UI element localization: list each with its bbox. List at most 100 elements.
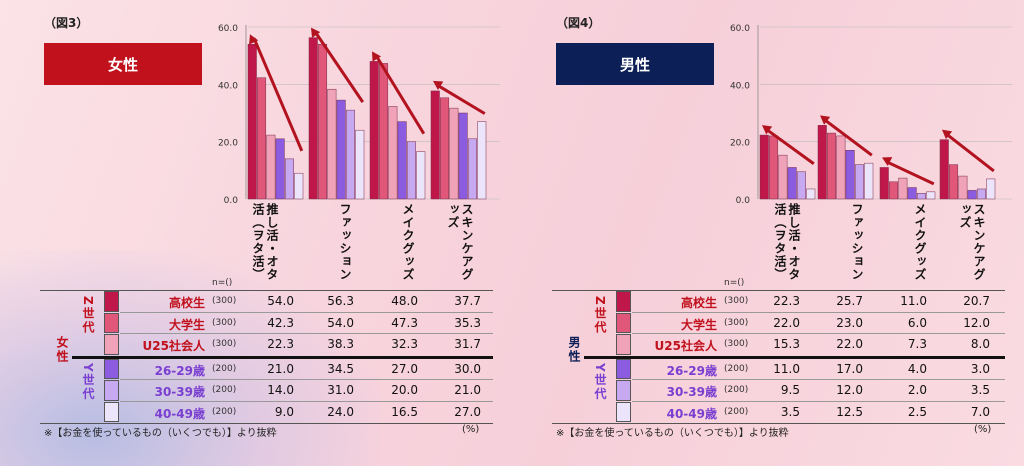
- value-cell: 27.0: [454, 404, 481, 419]
- bar-40-49歳-2: [926, 191, 936, 200]
- generation-z-label: Z世代: [81, 296, 95, 335]
- value-cell: 7.0: [970, 404, 990, 419]
- trend-arrow-line: [436, 83, 486, 115]
- group-swatch: [616, 401, 631, 422]
- category-label: メイクグッズ: [913, 203, 927, 281]
- y-tick-label: 0.0: [224, 196, 239, 206]
- trend-arrow-head: [942, 129, 953, 140]
- trend-arrow-head: [882, 157, 893, 167]
- value-cell: 54.0: [267, 294, 294, 308]
- unit-label: (%): [462, 424, 480, 435]
- value-cell: 7.3: [907, 337, 927, 351]
- bar-40-49歳-3: [986, 178, 996, 200]
- group-n: (300): [724, 317, 749, 328]
- category-label: ファッション: [850, 203, 864, 281]
- generation-z-label: Z世代: [593, 296, 607, 335]
- group-swatch: [104, 401, 119, 422]
- value-cell: 21.0: [454, 383, 481, 397]
- bar-30-39歳-0: [284, 158, 294, 200]
- bar-40-49歳-1: [355, 129, 365, 200]
- bar-30-39歳-1: [345, 109, 355, 200]
- bar-chart: 60.0 40.0 20.0 0.0: [218, 24, 500, 206]
- bar-大学生-3: [949, 164, 959, 200]
- group-label: 30-39歳: [154, 385, 205, 399]
- generation-divider: [72, 355, 493, 359]
- group-label: U25社会人: [142, 339, 205, 353]
- value-cell: 34.5: [327, 361, 354, 376]
- group-n: (300): [212, 296, 237, 306]
- category-label: 推し活・オタ活（ヲタ活）: [773, 203, 801, 281]
- bar-30-39歳-1: [854, 164, 864, 200]
- value-cell: 3.5: [970, 383, 990, 397]
- group-label: 40-49歳: [666, 406, 717, 421]
- group-label: 高校生: [680, 296, 717, 310]
- category-label: スキンケアグッズ: [446, 203, 474, 281]
- figure-3-panel: （図3） 女性 60.0 40.0 20.0 0.0 推し活・オタ活（ヲタ活） ファッション メ…: [40, 16, 500, 439]
- bar-U25社会人-1: [327, 88, 337, 200]
- bar-高校生-0: [247, 43, 257, 200]
- value-cell: 22.3: [267, 337, 294, 351]
- bar-U25社会人-2: [388, 106, 398, 200]
- value-cell: 42.3: [267, 315, 294, 330]
- y-tick-label: 0.0: [736, 196, 751, 206]
- value-cell: 27.0: [391, 361, 418, 376]
- bar-40-49歳-3: [477, 121, 487, 200]
- trend-arrow-line: [885, 160, 935, 186]
- bar-U25社会人-3: [958, 175, 968, 200]
- gender-badge: 女性: [44, 43, 202, 85]
- bar-26-29歳-1: [336, 99, 346, 200]
- category-label: 推し活・オタ活（ヲタ活）: [251, 203, 279, 281]
- group-label: 30-39歳: [666, 385, 717, 399]
- value-cell: 14.0: [267, 383, 294, 397]
- bar-26-29歳-3: [458, 112, 468, 200]
- group-n: (200): [212, 406, 237, 417]
- row-separator: [120, 379, 493, 380]
- value-cell: 16.5: [391, 404, 418, 419]
- value-cell: 23.0: [836, 315, 863, 330]
- footnote: ※【お金を使っているもの（いくつでも）】より抜粋: [556, 428, 789, 439]
- y-tick-label: 20.0: [730, 139, 750, 149]
- group-label: 大学生: [680, 317, 717, 332]
- trend-arrow-line: [252, 37, 304, 152]
- group-swatch: [104, 291, 119, 312]
- bar-26-29歳-3: [967, 190, 977, 200]
- trend-arrow-line: [945, 132, 995, 173]
- value-cell: 47.3: [391, 315, 418, 330]
- bar-大学生-3: [440, 97, 450, 200]
- value-cell: 9.0: [274, 404, 294, 419]
- bar-U25社会人-1: [836, 135, 846, 200]
- value-cell: 11.0: [900, 294, 927, 308]
- y-tick-label: 60.0: [730, 24, 750, 34]
- gender-side-label: 男性: [567, 336, 581, 364]
- n-header: n=(): [724, 278, 745, 288]
- category-label: メイクグッズ: [401, 203, 415, 281]
- group-label: 高校生: [168, 296, 205, 310]
- group-swatch: [616, 380, 631, 401]
- group-swatch: [616, 312, 631, 333]
- value-cell: 12.0: [836, 383, 863, 397]
- y-tick-label: 60.0: [218, 24, 238, 34]
- category-label: スキンケアグッズ: [958, 203, 986, 281]
- value-cell: 2.0: [907, 383, 927, 397]
- bar-chart: 60.0 40.0 20.0 0.0: [730, 24, 1012, 206]
- trend-arrow-line: [374, 54, 426, 135]
- bar-26-29歳-0: [787, 167, 797, 200]
- group-n: (300): [724, 339, 749, 349]
- bar-40-49歳-1: [864, 162, 874, 200]
- bar-U25社会人-2: [898, 177, 908, 200]
- bar-高校生-3: [430, 90, 440, 200]
- bar-大学生-2: [379, 63, 389, 200]
- group-n: (200): [212, 385, 237, 395]
- value-cell: 20.7: [963, 294, 990, 308]
- group-n: (300): [212, 339, 237, 349]
- value-cell: 31.7: [454, 337, 481, 351]
- bar-大学生-2: [889, 181, 899, 200]
- table-bottom-line: [552, 423, 1005, 424]
- unit-label: (%): [974, 424, 992, 435]
- group-label: U25社会人: [654, 339, 717, 353]
- figure-number: （図3）: [44, 16, 89, 30]
- group-swatch: [104, 358, 119, 379]
- bar-高校生-2: [369, 61, 379, 200]
- group-label: 40-49歳: [154, 406, 205, 421]
- row-separator: [120, 400, 493, 402]
